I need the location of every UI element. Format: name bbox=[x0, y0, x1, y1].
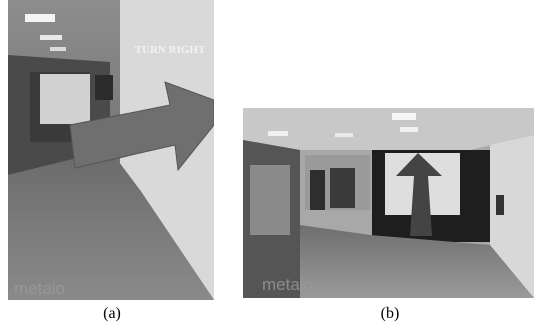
page: TURN RIGHT metaio (a) metaio (b) (() => … bbox=[0, 0, 540, 326]
ceiling-light bbox=[40, 35, 62, 40]
ceiling-light bbox=[25, 14, 55, 22]
cubicle-panel bbox=[40, 74, 90, 124]
cubicle bbox=[95, 75, 113, 100]
ceiling-light bbox=[335, 133, 353, 137]
photo-b: metaio bbox=[243, 108, 534, 298]
photo-a: TURN RIGHT metaio bbox=[8, 0, 214, 300]
caption: (a) bbox=[103, 305, 121, 322]
cubicle-panel bbox=[250, 165, 290, 235]
figure: TURN RIGHT metaio (a) metaio (b) bbox=[0, 0, 540, 326]
watermark: metaio bbox=[262, 275, 313, 294]
ceiling-light bbox=[50, 47, 66, 51]
overlay-text: TURN RIGHT bbox=[135, 44, 206, 56]
caption: (b) bbox=[381, 305, 400, 322]
ceiling bbox=[243, 108, 534, 150]
watermark: metaio bbox=[14, 279, 65, 298]
ceiling-light bbox=[392, 113, 416, 120]
cubicle bbox=[310, 170, 325, 210]
cubicle bbox=[330, 168, 355, 208]
ceiling-light bbox=[268, 131, 288, 136]
wall-fixture bbox=[496, 195, 504, 215]
ceiling-light bbox=[400, 127, 418, 132]
